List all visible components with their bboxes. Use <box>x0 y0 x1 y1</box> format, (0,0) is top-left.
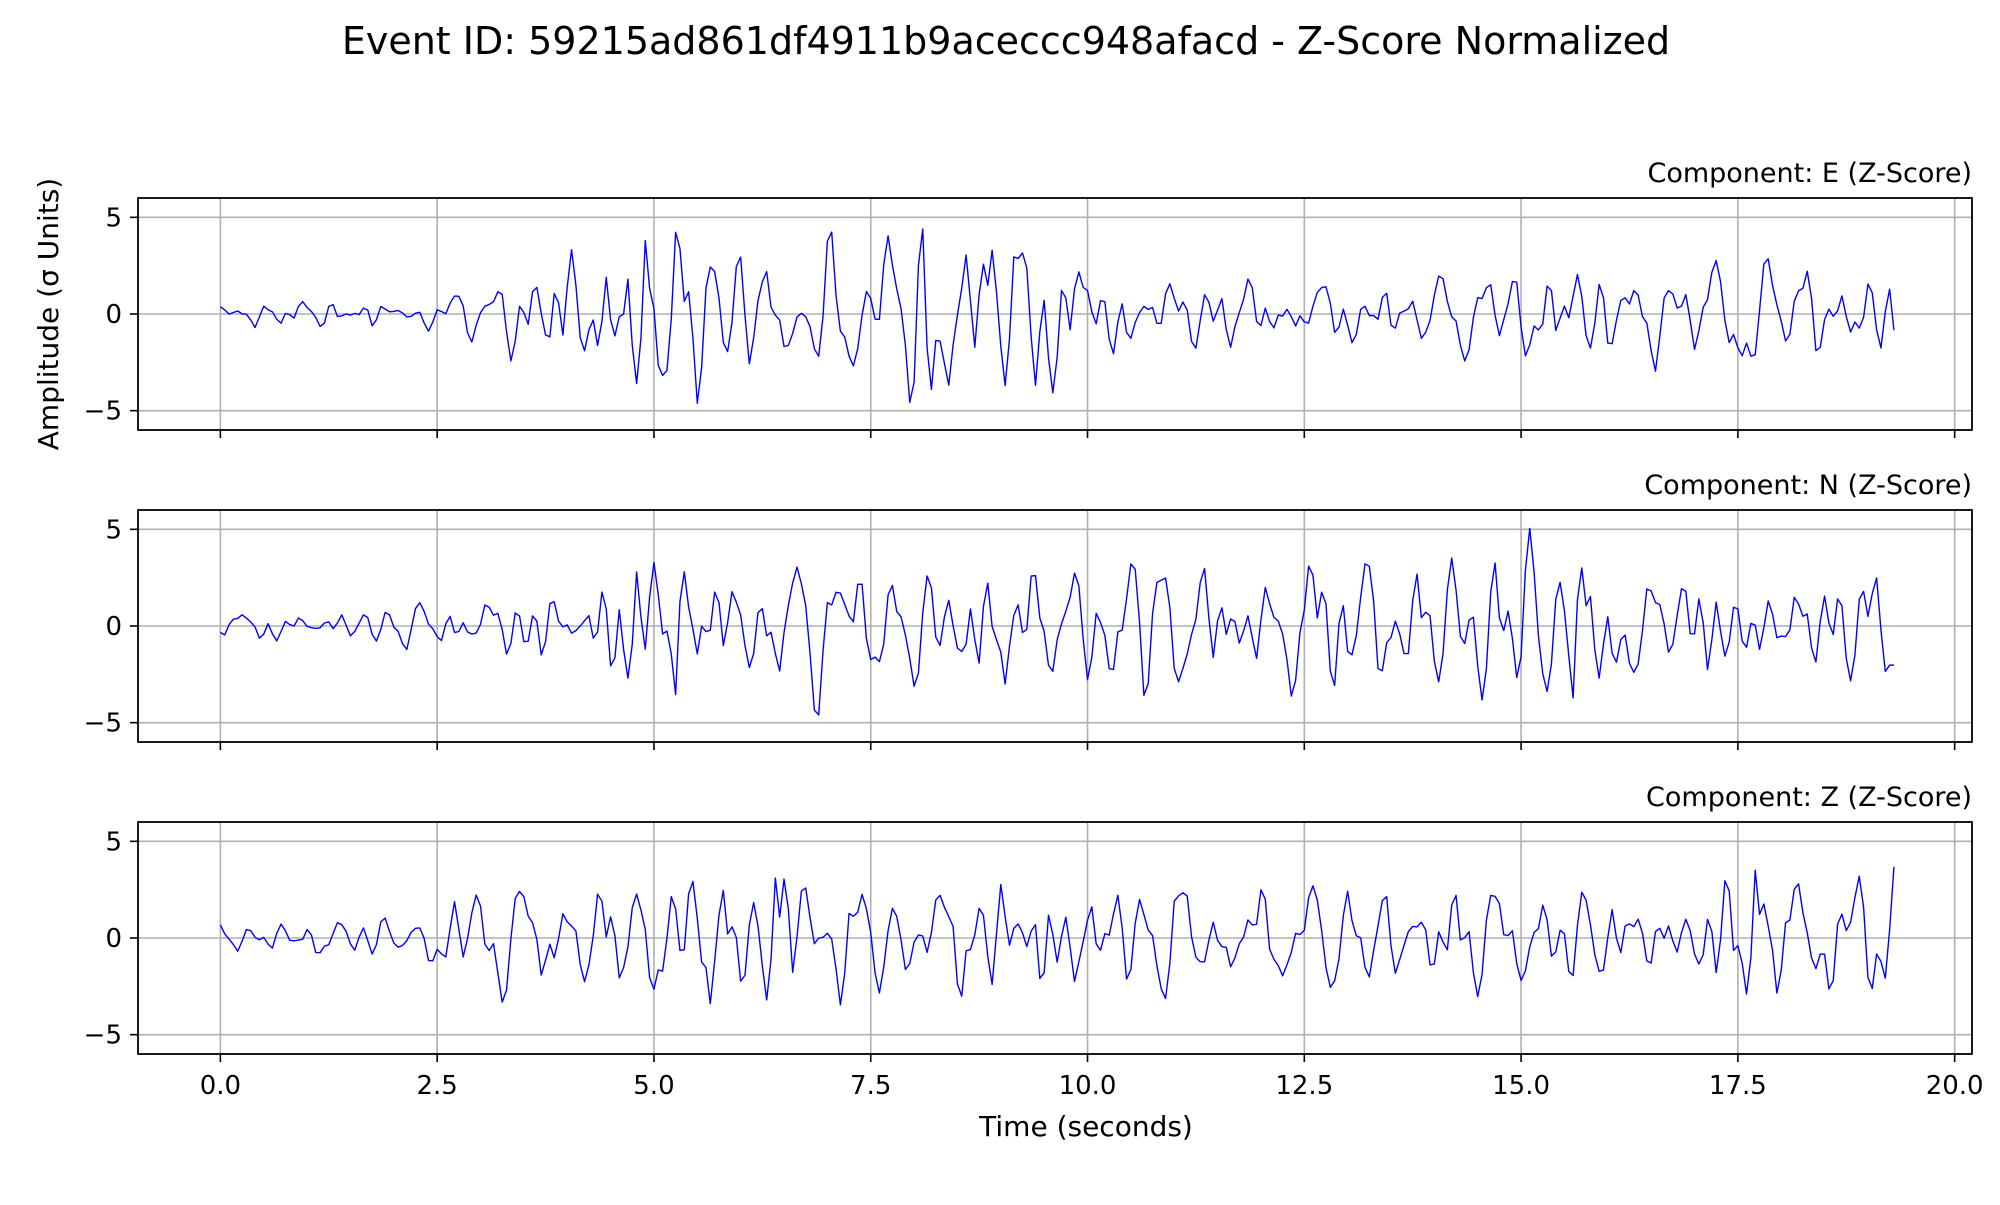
panel-e: 5 0 −5 Component: E (Z-Score) <box>84 158 1973 438</box>
x-axis-label: Time (seconds) <box>978 1110 1193 1143</box>
y-tick-label-z-2: −5 <box>84 1021 122 1051</box>
y-tick-label-z-0: 5 <box>105 827 122 857</box>
waveform-n <box>220 527 1894 716</box>
waveform-e <box>219 228 1895 404</box>
panel-n: 5 0 −5 Component: N (Z-Score) <box>84 470 1973 750</box>
x-tick-label-0: 0.0 <box>200 1071 241 1101</box>
panel-title-e: Component: E (Z-Score) <box>1647 158 1972 189</box>
y-tick-label-e-0: 5 <box>105 203 122 233</box>
x-tick-label-4: 10.0 <box>1059 1071 1117 1101</box>
x-tick-label-6: 15.0 <box>1492 1071 1550 1101</box>
y-tick-label-n-1: 0 <box>105 612 122 642</box>
x-tick-label-5: 12.5 <box>1275 1071 1333 1101</box>
panel-title-z: Component: Z (Z-Score) <box>1646 782 1972 813</box>
y-tick-label-e-2: −5 <box>84 397 122 427</box>
x-tick-label-1: 2.5 <box>416 1071 457 1101</box>
x-tick-label-2: 5.0 <box>633 1071 674 1101</box>
waveform-z <box>219 866 1895 1006</box>
x-tick-label-8: 20.0 <box>1926 1071 1984 1101</box>
x-tick-label-3: 7.5 <box>850 1071 891 1101</box>
y-axis-label: Amplitude (σ Units) <box>32 178 65 450</box>
chart-title: Event ID: 59215ad861df4911b9aceccc948afa… <box>342 19 1670 63</box>
y-tick-label-e-1: 0 <box>105 300 122 330</box>
y-tick-label-n-0: 5 <box>105 515 122 545</box>
y-tick-label-n-2: −5 <box>84 709 122 739</box>
panel-title-n: Component: N (Z-Score) <box>1644 470 1972 501</box>
x-tick-label-7: 17.5 <box>1709 1071 1767 1101</box>
panel-z: 5 0 −5 0.0 2.5 5.0 7.5 10.0 12.5 15.0 17.5 20.0 Comp… <box>84 782 1984 1101</box>
y-tick-label-z-1: 0 <box>105 924 122 954</box>
